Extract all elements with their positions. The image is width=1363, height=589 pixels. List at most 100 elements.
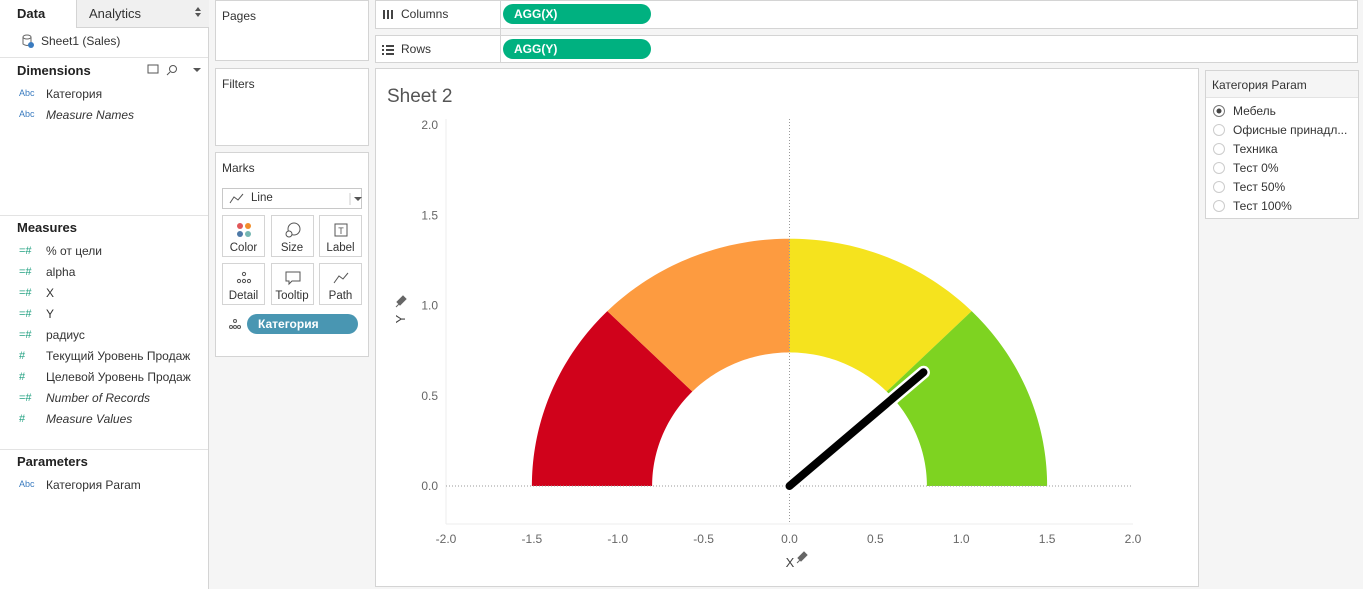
chart-title: Sheet 2 — [387, 86, 453, 107]
field[interactable]: Number of Records — [46, 391, 151, 405]
mark-button-label: Size — [280, 242, 304, 254]
separator — [0, 57, 208, 58]
section-header: Measures — [17, 220, 77, 235]
mark-button-label: Path — [328, 290, 353, 302]
mark-button-label: Detail — [228, 290, 259, 302]
separator — [500, 0, 501, 63]
parameter-option[interactable]: Тест 0% — [1233, 161, 1279, 175]
section-header: Dimensions — [17, 63, 91, 78]
pin-icon — [395, 295, 407, 308]
y-tick-label: 0.5 — [421, 389, 438, 403]
y-tick-label: 1.0 — [421, 299, 438, 313]
mark-button-icon — [285, 271, 300, 286]
field[interactable]: Y — [46, 307, 55, 321]
shelf-title: Marks — [222, 161, 255, 175]
field[interactable]: X — [46, 286, 55, 300]
mark-button[interactable]: Tooltip — [270, 263, 314, 305]
separator — [0, 215, 208, 216]
x-tick-label: 1.5 — [1039, 532, 1056, 546]
shelf-icon — [382, 45, 394, 55]
field-pill[interactable]: Категория — [247, 314, 358, 334]
separator — [0, 449, 208, 450]
shelf-label: Rows — [401, 42, 432, 56]
x-tick-label: 0.5 — [867, 532, 884, 546]
mark-button-icon — [236, 271, 252, 284]
field[interactable]: Measure Names — [46, 108, 135, 122]
radio[interactable] — [1212, 199, 1226, 213]
field[interactable]: alpha — [46, 265, 76, 279]
parameter-control: Категория Param Мебель Офисные принадл... Т… — [1205, 70, 1359, 219]
mark-button[interactable]: Detail — [222, 263, 265, 305]
y-axis-title: Y — [393, 314, 408, 323]
field-pill[interactable]: AGG(X) — [503, 4, 651, 24]
mark-button-label: Tooltip — [275, 290, 309, 302]
gauge-band — [531, 311, 693, 486]
radio[interactable] — [1212, 161, 1226, 175]
field-icon: Abc — [19, 109, 35, 119]
datasource-icon — [22, 34, 34, 48]
x-tick-label: -1.0 — [607, 532, 628, 546]
field[interactable]: Категория — [46, 87, 103, 101]
field-icon: =# — [19, 287, 32, 299]
tab[interactable]: Analytics — [89, 6, 142, 21]
parameter-option[interactable]: Мебель — [1233, 104, 1276, 118]
shelf-title: Filters — [222, 77, 255, 91]
parameter-option[interactable]: Тест 50% — [1233, 180, 1286, 194]
tab[interactable]: Data — [17, 6, 46, 21]
parameter-option[interactable]: Офисные принадл... — [1233, 123, 1348, 137]
tab-arrow[interactable] — [194, 6, 202, 18]
parameter-option[interactable]: Тест 100% — [1233, 199, 1292, 213]
mark-button-icon: T — [334, 223, 348, 237]
field[interactable]: Measure Values — [46, 412, 133, 426]
field-icon: =# — [19, 392, 32, 404]
mark-button[interactable]: T Label — [319, 215, 362, 257]
radio[interactable] — [1212, 180, 1226, 194]
mark-button[interactable]: Color — [222, 215, 265, 257]
field-pill[interactable]: AGG(Y) — [503, 39, 651, 59]
x-tick-label: 1.0 — [953, 532, 970, 546]
parameter-option[interactable]: Техника — [1233, 142, 1278, 156]
field-icon: =# — [19, 245, 32, 257]
dropdown-icons — [229, 193, 362, 205]
field-icon: # — [19, 413, 26, 425]
field[interactable]: % от цели — [46, 244, 102, 258]
shelf-title: Pages — [222, 9, 257, 23]
mark-type-dropdown[interactable]: Line — [222, 188, 362, 209]
chart: Sheet 2 -2.0 -1.5 -1.0 -0.5 0.0 0.5 1.0 1.5 2.0 0.… — [387, 86, 1142, 570]
gauge-band — [886, 311, 1048, 486]
detail-icon — [229, 319, 241, 329]
field-icon: # — [19, 350, 26, 362]
gauge-band — [607, 238, 790, 392]
mark-button-icon — [285, 222, 300, 238]
mark-type: Line — [251, 192, 273, 204]
view: Sheet 2 -2.0 -1.5 -1.0 -0.5 0.0 0.5 1.0 1.5 2.0 0.… — [375, 68, 1199, 587]
data-source[interactable]: Sheet1 (Sales) — [41, 34, 121, 48]
field-icon: =# — [19, 266, 32, 278]
y-tick-label: 0.0 — [421, 479, 438, 493]
field[interactable]: радиус — [46, 328, 85, 342]
shelf-label: Columns — [401, 7, 449, 21]
mark-button-icon — [237, 223, 251, 237]
mark-button[interactable]: Size — [270, 215, 314, 257]
shelf-icon — [383, 10, 393, 19]
x-tick-label: 0.0 — [781, 532, 798, 546]
needle — [785, 368, 928, 490]
tab-background — [76, 0, 209, 28]
radio[interactable] — [1212, 123, 1226, 137]
mark-button[interactable]: Path — [319, 263, 362, 305]
field[interactable]: Текущий Уровень Продаж — [46, 349, 191, 363]
radio[interactable] — [1212, 142, 1226, 156]
pane-icons[interactable] — [146, 63, 206, 77]
field[interactable]: Целевой Уровень Продаж — [46, 370, 191, 384]
x-tick-label: 2.0 — [1125, 532, 1142, 546]
x-tick-label: -1.5 — [522, 532, 543, 546]
field-icon: Abc — [19, 479, 35, 489]
field[interactable]: Категория Param — [46, 478, 141, 492]
y-tick-label: 1.5 — [421, 208, 438, 222]
filters-shelf[interactable] — [215, 68, 369, 146]
radio[interactable] — [1212, 104, 1226, 118]
pages-shelf[interactable] — [215, 0, 369, 61]
data-pane: Data Analytics Sheet1 (Sales) Dimensions Abc… — [0, 0, 209, 589]
mark-button-icon — [333, 272, 349, 284]
